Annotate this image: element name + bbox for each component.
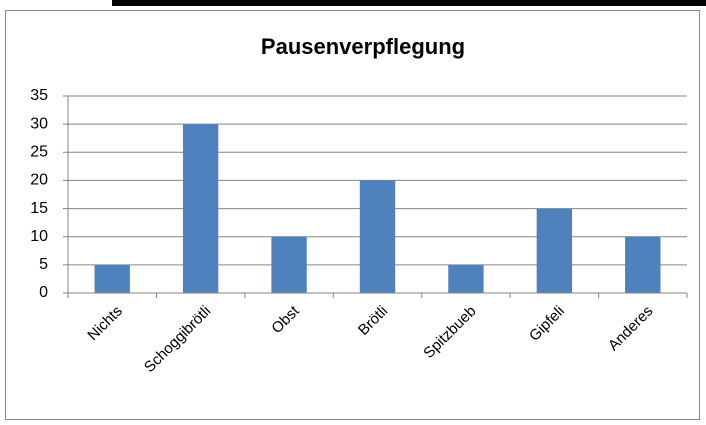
chart-title: Pausenverpflegung xyxy=(261,34,465,59)
y-tick-label: 10 xyxy=(30,228,48,245)
chart-border xyxy=(5,10,700,420)
top-edge xyxy=(112,0,706,6)
bar xyxy=(536,208,573,293)
bar xyxy=(182,124,219,294)
y-tick-label: 5 xyxy=(39,256,48,273)
y-tick-label: 15 xyxy=(30,200,48,217)
y-tick-label: 35 xyxy=(30,87,48,104)
bar xyxy=(94,264,130,293)
y-tick-label: 20 xyxy=(30,172,48,189)
y-tick-label: 25 xyxy=(30,144,48,161)
bar xyxy=(271,236,307,293)
y-tick-label: 0 xyxy=(39,284,48,301)
bar xyxy=(625,236,661,293)
y-tick-label: 30 xyxy=(30,115,48,132)
bar xyxy=(448,264,484,293)
bar xyxy=(359,180,396,293)
